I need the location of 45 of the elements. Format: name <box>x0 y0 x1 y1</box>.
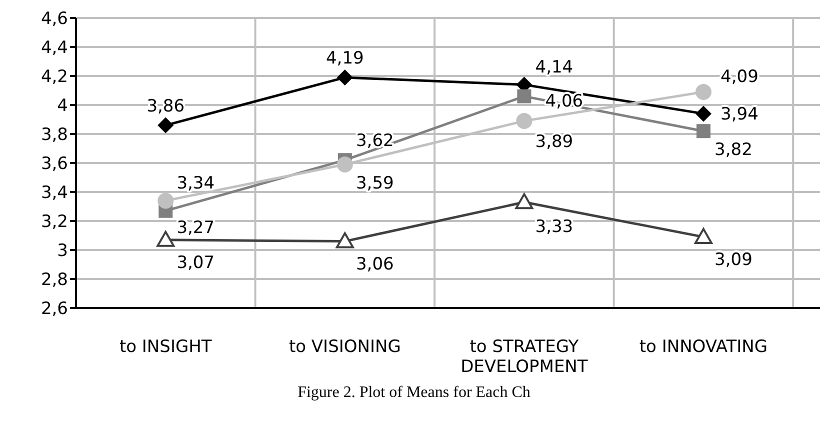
data-label: 4,14 <box>535 58 574 78</box>
caption: Figure 2. Plot of Means for Each Ch <box>296 384 532 402</box>
y-tick-label: 3,2 <box>40 212 68 232</box>
data-label: 3,06 <box>356 254 394 274</box>
x-tick-label: to VISIONING <box>288 337 401 357</box>
data-label: 3,33 <box>535 217 574 238</box>
point <box>517 89 532 104</box>
data-label: 4,19 <box>326 48 364 68</box>
x-tick-label: to INNOVATING <box>639 337 768 357</box>
y-tick-label: 3,6 <box>40 154 68 174</box>
data-label: 3,82 <box>714 140 752 160</box>
x-tick-label: to STRATEGY DEVELOPMENT <box>460 337 588 377</box>
y-tick-label: 2,8 <box>40 270 68 290</box>
y-tick-label: 4,4 <box>40 38 68 58</box>
point <box>695 106 712 122</box>
y-tick-label: 2,6 <box>40 299 68 320</box>
point <box>158 192 174 209</box>
data-label: 3,27 <box>176 218 215 238</box>
x-tick-label: to INSIGHT <box>119 337 212 357</box>
point <box>694 228 712 244</box>
point <box>156 230 175 247</box>
point <box>695 84 712 100</box>
data-label: 4,06 <box>545 91 584 112</box>
data-label: 3,09 <box>714 250 752 270</box>
data-label: 3,62 <box>356 131 394 152</box>
point <box>336 69 353 86</box>
data-label: 3,59 <box>356 173 394 194</box>
data-label: 3,89 <box>535 132 574 152</box>
y-tick-label: 4,6 <box>40 9 68 30</box>
point <box>515 193 534 210</box>
y-tick-label: 4,2 <box>40 67 68 88</box>
point <box>696 124 710 138</box>
point <box>336 232 354 248</box>
point <box>336 156 353 172</box>
point <box>158 117 174 134</box>
y-tick-label: 3,4 <box>40 183 68 204</box>
data-label: 3,94 <box>720 104 758 125</box>
y-tick-label: 3,8 <box>40 125 68 146</box>
y-tick-label: 3 <box>57 241 68 262</box>
data-label: 3,34 <box>176 174 215 194</box>
y-tick-label: 4 <box>57 96 68 116</box>
point <box>516 112 532 129</box>
data-label: 3,86 <box>146 96 185 116</box>
data-label: 3,07 <box>176 252 215 273</box>
data-label: 4,09 <box>720 66 758 87</box>
